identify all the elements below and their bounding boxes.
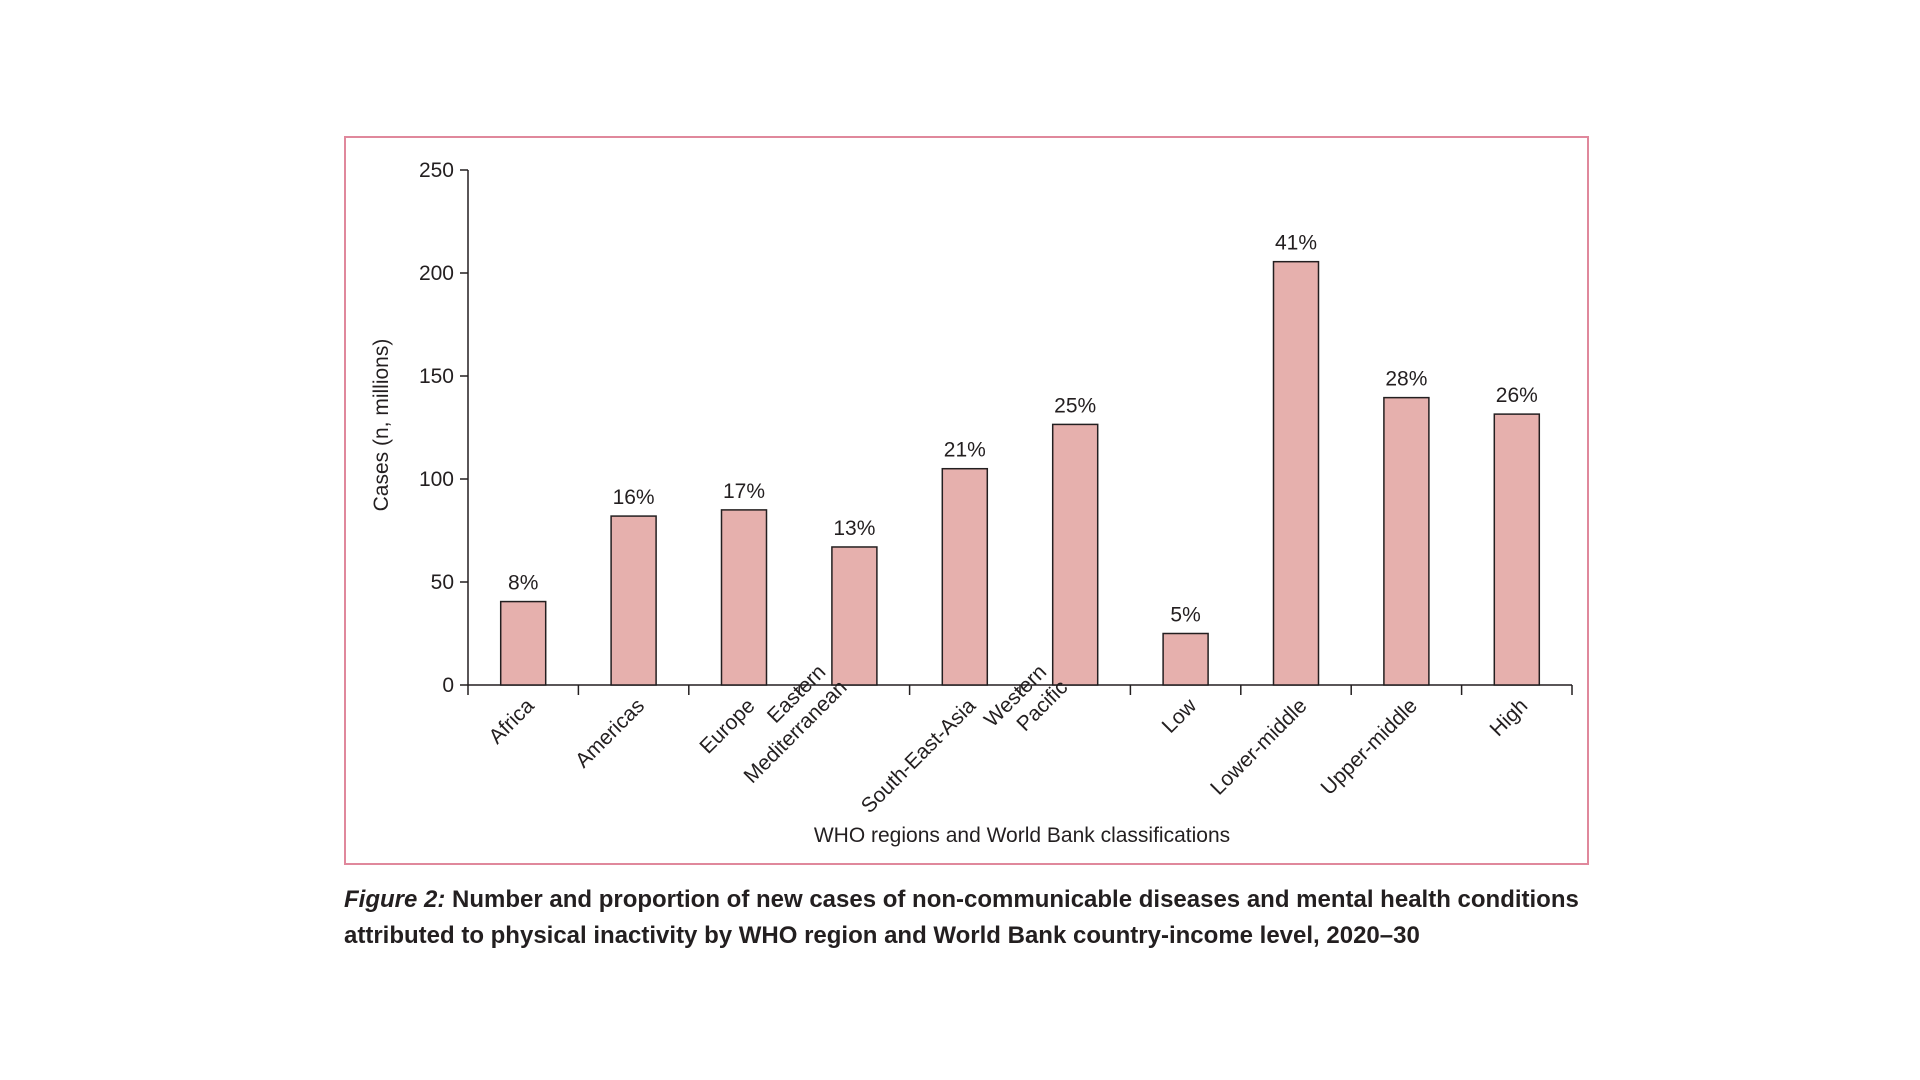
- bar-value-label: 5%: [1170, 604, 1200, 627]
- y-tick-label: 200: [419, 262, 454, 285]
- bar-value-label: 8%: [508, 572, 538, 595]
- category-label-line: Lower-middle: [1206, 694, 1311, 799]
- category-label-line: Upper-middle: [1317, 694, 1422, 799]
- x-axis-label: WHO regions and World Bank classificatio…: [814, 824, 1230, 847]
- category-label: Africa: [485, 694, 539, 748]
- bar: [1493, 413, 1541, 686]
- category-label: Americas: [571, 694, 649, 772]
- category-label: Upper-middle: [1317, 694, 1422, 799]
- y-axis-label: Cases (n, millions): [370, 339, 393, 512]
- category-label-line: Europe: [695, 694, 759, 758]
- bar-value-label: 13%: [833, 517, 875, 540]
- category-label: Lower-middle: [1206, 694, 1311, 799]
- category-label-line: High: [1486, 694, 1533, 741]
- y-axis: 0 50 100 150 200 250: [419, 159, 469, 697]
- bar-value-label: 26%: [1496, 384, 1538, 407]
- bar: [610, 515, 657, 686]
- category-label: Low: [1158, 694, 1202, 738]
- category-label-line: Americas: [571, 694, 649, 772]
- category-label: Europe: [695, 694, 759, 758]
- bar: [720, 509, 768, 686]
- y-tick-label: 250: [419, 159, 454, 182]
- figure-label: Figure 2:: [344, 886, 446, 913]
- y-tick-label: 150: [419, 365, 454, 388]
- bar: [1162, 632, 1209, 686]
- y-tick-label: 100: [419, 468, 454, 491]
- category-label-line: Africa: [485, 694, 539, 748]
- bar: [941, 467, 989, 686]
- bar-value-label: 16%: [613, 486, 655, 509]
- category-label: South-East-Asia: [857, 694, 981, 818]
- bars: [499, 260, 1541, 686]
- bar-value-label: 21%: [944, 439, 986, 462]
- figure-caption: Figure 2: Number and proportion of new c…: [344, 882, 1644, 954]
- caption-line-2: attributed to physical inactivity by WHO…: [344, 922, 1420, 949]
- bar: [831, 546, 878, 686]
- figure-frame: [344, 136, 1589, 865]
- bar: [1272, 260, 1320, 686]
- bar: [1051, 423, 1099, 686]
- caption-line-1: Number and proportion of new cases of no…: [445, 886, 1579, 913]
- data-labels: 8% 16% 17% 13% 21% 25% 5% 41% 28% 26%: [508, 232, 1538, 627]
- bar: [499, 600, 547, 686]
- category-label-line: South-East-Asia: [857, 694, 981, 818]
- bar-value-label: 28%: [1385, 368, 1427, 391]
- y-tick-label: 0: [442, 674, 454, 697]
- bar-value-label: 25%: [1054, 394, 1096, 417]
- bar-value-label: 17%: [723, 480, 765, 503]
- bar: [1383, 396, 1430, 686]
- y-tick-label: 50: [431, 571, 454, 594]
- bar-chart: 0 50 100 150 200 250 8% 16% 17% 13% 21% 25% 5% 41% 28…: [370, 159, 1573, 847]
- category-label-line: Low: [1158, 694, 1202, 738]
- category-label: High: [1486, 694, 1533, 741]
- bar-value-label: 41%: [1275, 232, 1317, 255]
